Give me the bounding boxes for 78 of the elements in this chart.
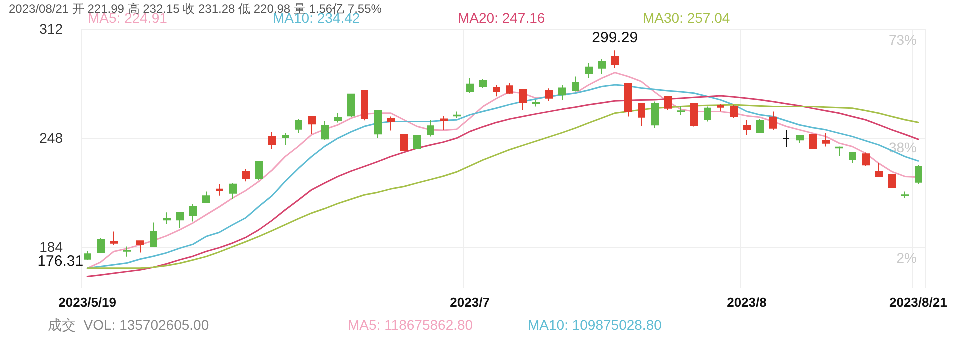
candlestick (123, 246, 131, 258)
candlestick (400, 134, 408, 152)
candlestick (334, 112, 342, 124)
candlestick (347, 94, 355, 118)
candlestick (110, 231, 118, 246)
candlestick (506, 82, 513, 95)
x-tick-label: 2023/8/21 (889, 295, 948, 310)
candlestick (756, 118, 764, 134)
candlestick (216, 184, 223, 196)
candlestick (743, 119, 751, 136)
annotation: 299.29 (592, 30, 638, 47)
candlestick (545, 88, 553, 102)
text: 成交 VOL: 135702605.00 (48, 317, 210, 333)
candlestick (796, 134, 804, 144)
candlestick (598, 58, 606, 75)
candlestick (321, 120, 329, 141)
candlestick (690, 102, 698, 128)
annotation: 176.31 (38, 253, 84, 270)
text: MA5: 118675862.80 (348, 317, 474, 333)
x-tick-label: 2023/5/19 (58, 295, 117, 310)
candlestick (769, 111, 777, 131)
candlestick (202, 191, 210, 204)
candlestick (862, 152, 870, 166)
candlestick (413, 136, 421, 150)
candlestick (849, 152, 856, 164)
candlestick (651, 101, 659, 129)
y-tick-label: 248 (40, 130, 64, 146)
candlestick (136, 240, 144, 254)
candlestick (387, 116, 395, 132)
candlestick (783, 130, 790, 148)
candlestick (638, 102, 645, 127)
candlestick (822, 132, 830, 148)
candlestick (282, 132, 289, 146)
candlestick (97, 238, 105, 254)
candlestick (308, 116, 316, 135)
candlestick (295, 118, 302, 134)
candlestick (572, 76, 579, 92)
candlestick (915, 164, 922, 185)
candlestick (150, 222, 157, 248)
candlestick (730, 104, 738, 119)
candlestick (888, 174, 896, 189)
candlestick (901, 191, 909, 199)
candlestick (611, 50, 619, 69)
y-tick-label: 184 (40, 239, 64, 256)
candlestick (268, 132, 276, 150)
candlestick (809, 134, 817, 150)
candlestick (835, 146, 843, 157)
candlestick (229, 182, 237, 200)
x-tick-label: 2023/8 (727, 295, 767, 310)
candlestick (163, 212, 171, 225)
candlestick (440, 116, 448, 131)
candlestick (493, 84, 500, 98)
candlestick (704, 106, 711, 122)
candlestick (466, 78, 474, 94)
candlestick (84, 251, 91, 261)
candlestick (427, 119, 434, 138)
candlestick (479, 78, 487, 89)
text: MA20: 247.16 (458, 10, 546, 26)
x-tick-label: 2023/7 (450, 295, 490, 310)
candlestick (875, 162, 883, 178)
candlestick (453, 111, 461, 119)
candlestick (585, 62, 593, 79)
candlestick (361, 90, 368, 122)
candlestick (189, 204, 197, 222)
candlestick (558, 84, 566, 101)
candlestick (519, 90, 527, 111)
y-tick-label: 312 (40, 21, 64, 37)
text: MA10: 109875028.80 (528, 317, 662, 333)
candlestick (677, 106, 685, 116)
candlestick (717, 103, 724, 112)
text: MA30: 257.04 (643, 10, 730, 26)
candlestick (374, 110, 382, 139)
candlestick (176, 212, 184, 229)
candlestick (624, 82, 632, 118)
candlestick (255, 160, 263, 182)
candlestick (242, 168, 250, 182)
candlestick (532, 100, 540, 108)
candlestick (664, 95, 672, 111)
